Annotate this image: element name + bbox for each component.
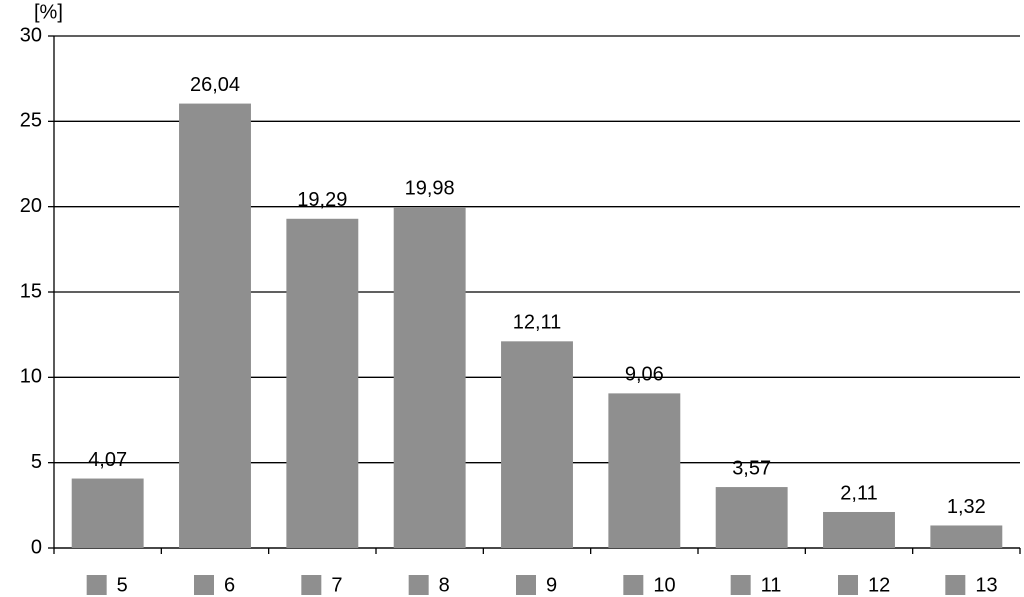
category-marker [408, 575, 429, 595]
value-label: 4,07 [88, 449, 127, 471]
category-marker [838, 575, 858, 595]
y-axis-label: [%] [34, 1, 63, 23]
x-tick-label: 13 [975, 574, 997, 596]
bar [501, 341, 573, 548]
y-tick-label: 20 [20, 195, 42, 217]
x-tick-label: 9 [546, 574, 557, 596]
bar [823, 511, 895, 548]
x-tick-label: 12 [868, 574, 890, 596]
y-tick-label: 30 [20, 24, 42, 46]
x-tick-label: 8 [439, 574, 450, 596]
category-marker [194, 575, 214, 595]
x-tick-label: 11 [761, 574, 782, 596]
bar [393, 207, 466, 548]
value-label: 1,32 [947, 496, 986, 518]
value-label: 26,04 [190, 74, 240, 96]
x-tick-label: 10 [653, 574, 675, 596]
y-tick-label: 5 [31, 451, 42, 473]
category-marker [516, 575, 536, 595]
value-label: 19,98 [405, 177, 455, 199]
bar [71, 478, 144, 548]
value-label: 3,57 [732, 457, 771, 479]
bar [715, 487, 788, 548]
category-marker [623, 575, 644, 595]
y-tick-label: 10 [20, 366, 42, 388]
bar [286, 218, 359, 548]
x-tick-label: 7 [331, 574, 342, 596]
value-label: 19,29 [297, 189, 347, 211]
x-tick-label: 6 [224, 574, 235, 596]
y-tick-label: 15 [20, 280, 42, 302]
x-tick-label: 5 [117, 574, 128, 596]
value-label: 9,06 [625, 364, 664, 386]
bar [930, 525, 1003, 548]
value-label: 2,11 [840, 482, 877, 504]
value-label: 12,11 [513, 312, 562, 334]
category-marker [301, 575, 322, 595]
category-marker [730, 575, 751, 595]
category-marker [86, 575, 107, 595]
y-tick-label: 0 [31, 536, 42, 558]
bar [179, 103, 251, 549]
bar [608, 393, 681, 548]
category-marker [945, 575, 966, 595]
y-tick-label: 25 [20, 110, 42, 132]
